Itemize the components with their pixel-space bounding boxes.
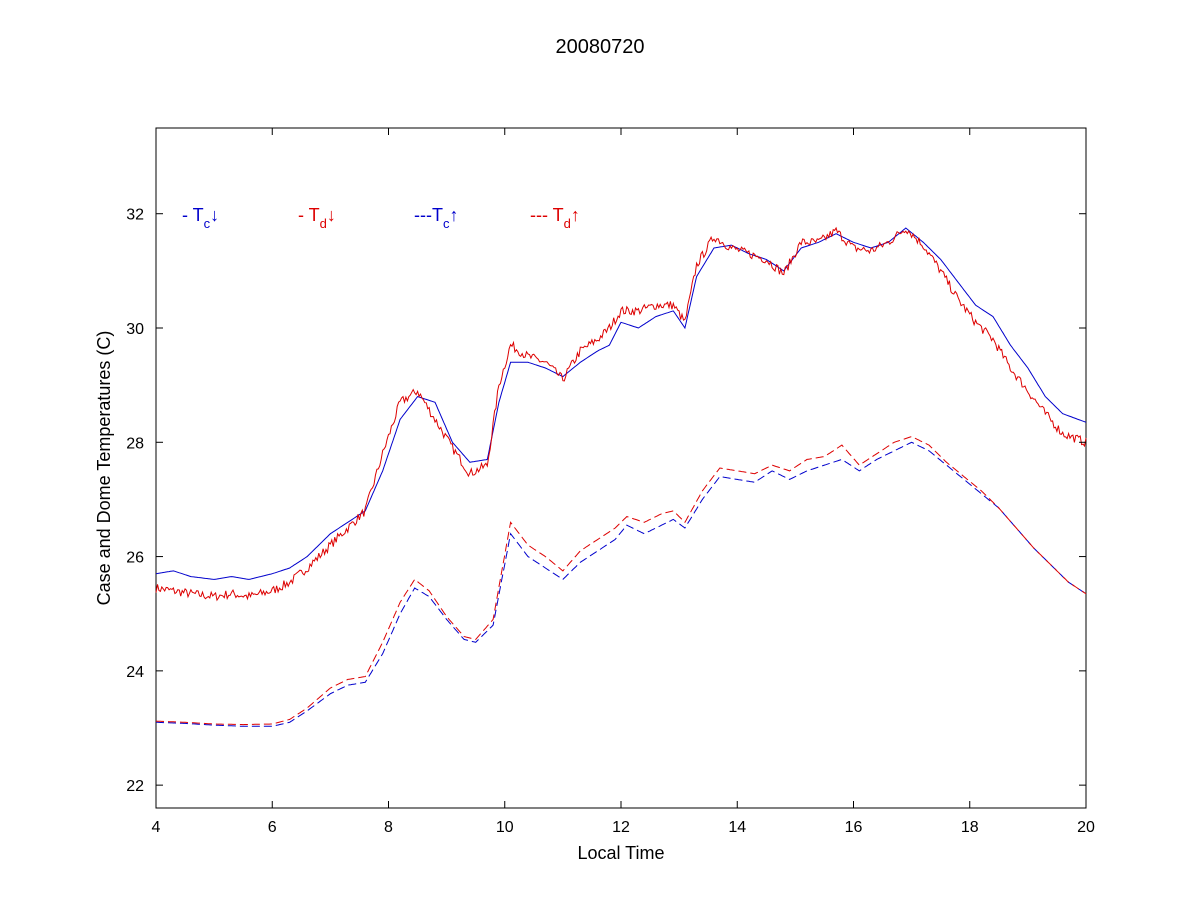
x-tick-label: 18 — [961, 819, 979, 836]
x-tick-label: 20 — [1077, 819, 1095, 836]
legend-prefix: - T — [298, 205, 320, 225]
legend-subscript: c — [443, 216, 450, 231]
x-tick-label: 12 — [612, 819, 630, 836]
y-tick-label: 24 — [126, 664, 144, 681]
x-tick-label: 4 — [152, 819, 161, 836]
legend-entry-1: - Tc↓ — [182, 205, 219, 231]
x-axis-label: Local Time — [577, 843, 664, 863]
y-tick-label: 32 — [126, 207, 144, 224]
series-layer — [155, 226, 1087, 727]
legend-arrow: ↑ — [571, 205, 580, 225]
x-tick-label: 16 — [845, 819, 863, 836]
x-axis-ticks: 4 6 8 10 12 14 16 18 20 — [152, 128, 1095, 836]
legend-prefix: --- T — [530, 205, 564, 225]
y-tick-label: 28 — [126, 435, 144, 452]
x-tick-label: 8 — [384, 819, 393, 836]
series-line-1 — [155, 227, 1087, 580]
legend-entry-3: ---Tc↑ — [414, 205, 458, 231]
legend-subscript: d — [564, 216, 571, 231]
legend-prefix: ---T — [414, 205, 443, 225]
series-line-4 — [155, 436, 1087, 726]
legend-prefix: - T — [182, 205, 204, 225]
legend: - Tc↓ - Td↓ ---Tc↑ --- Td↑ — [182, 205, 580, 231]
legend-subscript: d — [320, 216, 327, 231]
legend-arrow: ↑ — [449, 205, 458, 225]
legend-subscript: c — [204, 216, 211, 231]
x-tick-label: 14 — [728, 819, 746, 836]
plot-area — [155, 127, 1087, 809]
legend-arrow: ↓ — [327, 205, 336, 225]
series-line-2 — [155, 226, 1087, 602]
x-tick-label: 6 — [268, 819, 277, 836]
legend-entry-2: - Td↓ — [298, 205, 336, 231]
y-tick-label: 22 — [126, 778, 144, 795]
legend-arrow: ↓ — [210, 205, 219, 225]
y-tick-label: 30 — [126, 321, 144, 338]
y-axis-ticks: 22 24 26 28 30 32 — [126, 207, 1086, 795]
y-axis-label: Case and Dome Temperatures (C) — [94, 331, 114, 606]
chart-title: 20080720 — [556, 36, 645, 58]
x-tick-label: 10 — [496, 819, 514, 836]
series-line-3 — [156, 441, 1087, 727]
legend-entry-4: --- Td↑ — [530, 205, 580, 231]
y-tick-label: 26 — [126, 550, 144, 567]
